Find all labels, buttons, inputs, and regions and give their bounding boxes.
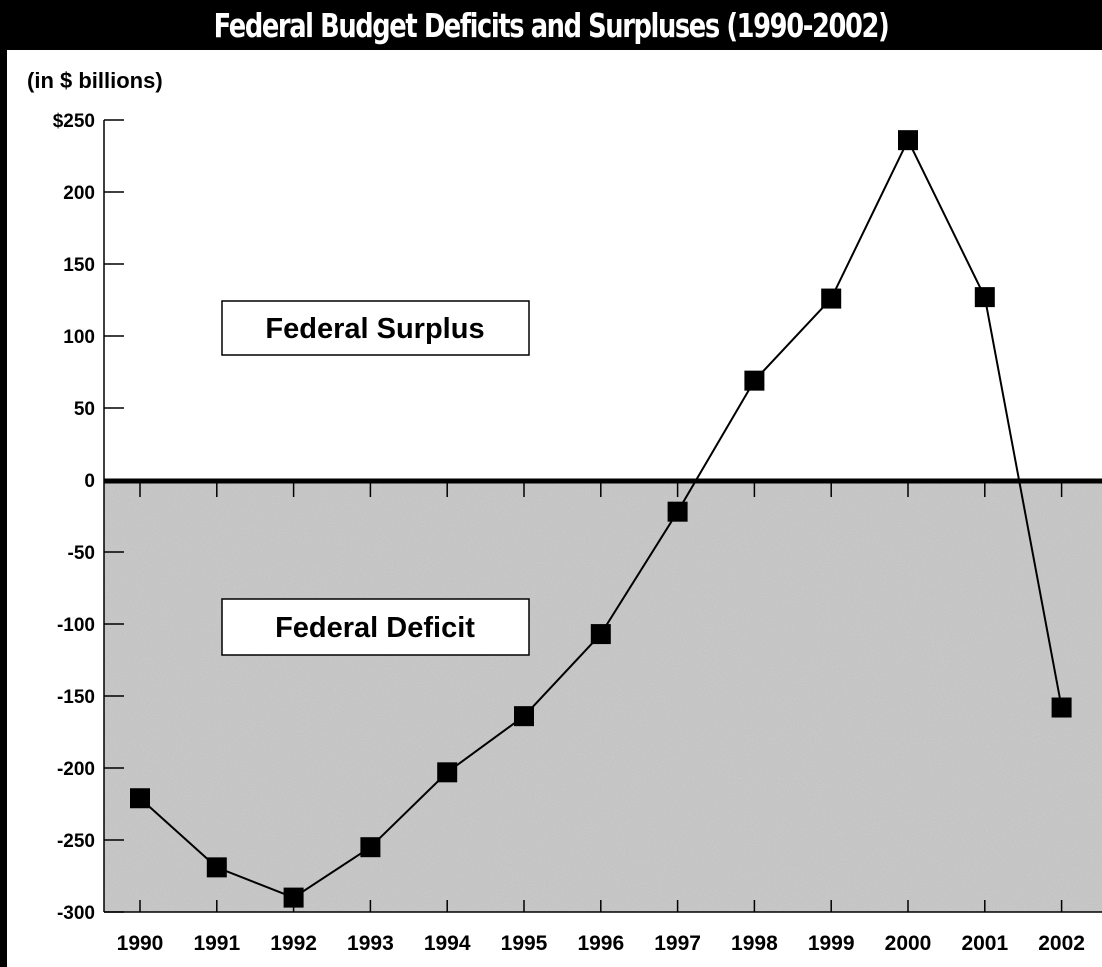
x-ticks — [139, 481, 1063, 912]
data-point-2002 — [1051, 697, 1072, 718]
data-point-1993 — [360, 837, 381, 858]
y-ticks: $250 200 150 100 50 0 -50 -100 -150 -200 -250 -300 — [53, 111, 124, 924]
x-tick-label: 1998 — [731, 932, 778, 955]
x-tick-label: 2002 — [1038, 932, 1085, 955]
data-markers — [130, 130, 1072, 908]
data-point-1995 — [514, 706, 534, 727]
x-tick-label: 1993 — [347, 932, 394, 955]
y-tick-label: 0 — [84, 471, 95, 492]
x-tick-label: 2001 — [961, 932, 1008, 955]
x-tick-label: 1995 — [501, 932, 548, 955]
y-tick-label: -250 — [57, 831, 95, 852]
x-tick-label: 1999 — [808, 932, 855, 955]
unit-label: (in $ billions) — [27, 68, 163, 93]
x-tick-label: 1994 — [424, 932, 471, 955]
y-tick-label: -100 — [57, 615, 95, 636]
data-point-1990 — [130, 788, 150, 809]
deficit-label: Federal Deficit — [275, 612, 475, 644]
y-tick-label: -150 — [57, 687, 95, 708]
y-tick-label: -300 — [57, 903, 95, 924]
surplus-label-frame — [221, 300, 530, 356]
y-tick-label: 200 — [63, 183, 95, 204]
data-point-1994 — [437, 762, 458, 783]
data-point-1996 — [590, 624, 611, 645]
data-point-1992 — [283, 887, 304, 908]
surplus-label: Federal Surplus — [265, 313, 484, 345]
x-tick-label: 1990 — [117, 932, 164, 955]
x-tick-label: 1997 — [654, 932, 701, 955]
y-tick-label: 100 — [63, 327, 95, 348]
x-tick-label: 2000 — [885, 932, 932, 955]
x-tick-label: 1992 — [270, 932, 317, 955]
x-tick-labels: 1990 1991 1992 1993 1994 1995 1996 1997 1998 1999… — [117, 932, 1085, 955]
x-tick-label: 1996 — [577, 932, 624, 955]
chart-title: Federal Budget Deficits and Surpluses (1… — [213, 6, 890, 45]
x-tick-label: 1991 — [193, 932, 240, 955]
deficit-label-frame — [221, 598, 530, 656]
y-tick-label: 150 — [63, 255, 95, 276]
data-point-1997 — [667, 501, 688, 522]
y-tick-label: $250 — [53, 111, 95, 132]
surplus-label-box: Federal Surplus — [221, 300, 530, 356]
y-tick-label: -200 — [57, 759, 95, 780]
deficit-label-box: Federal Deficit — [221, 598, 530, 656]
data-point-1991 — [206, 857, 227, 878]
data-point-2001 — [974, 287, 995, 308]
deficit-region — [104, 481, 1102, 912]
y-tick-label: -50 — [68, 543, 95, 564]
data-point-1998 — [744, 370, 765, 391]
data-point-1999 — [821, 288, 842, 309]
y-tick-label: 50 — [74, 399, 95, 420]
data-point-2000 — [898, 130, 918, 151]
